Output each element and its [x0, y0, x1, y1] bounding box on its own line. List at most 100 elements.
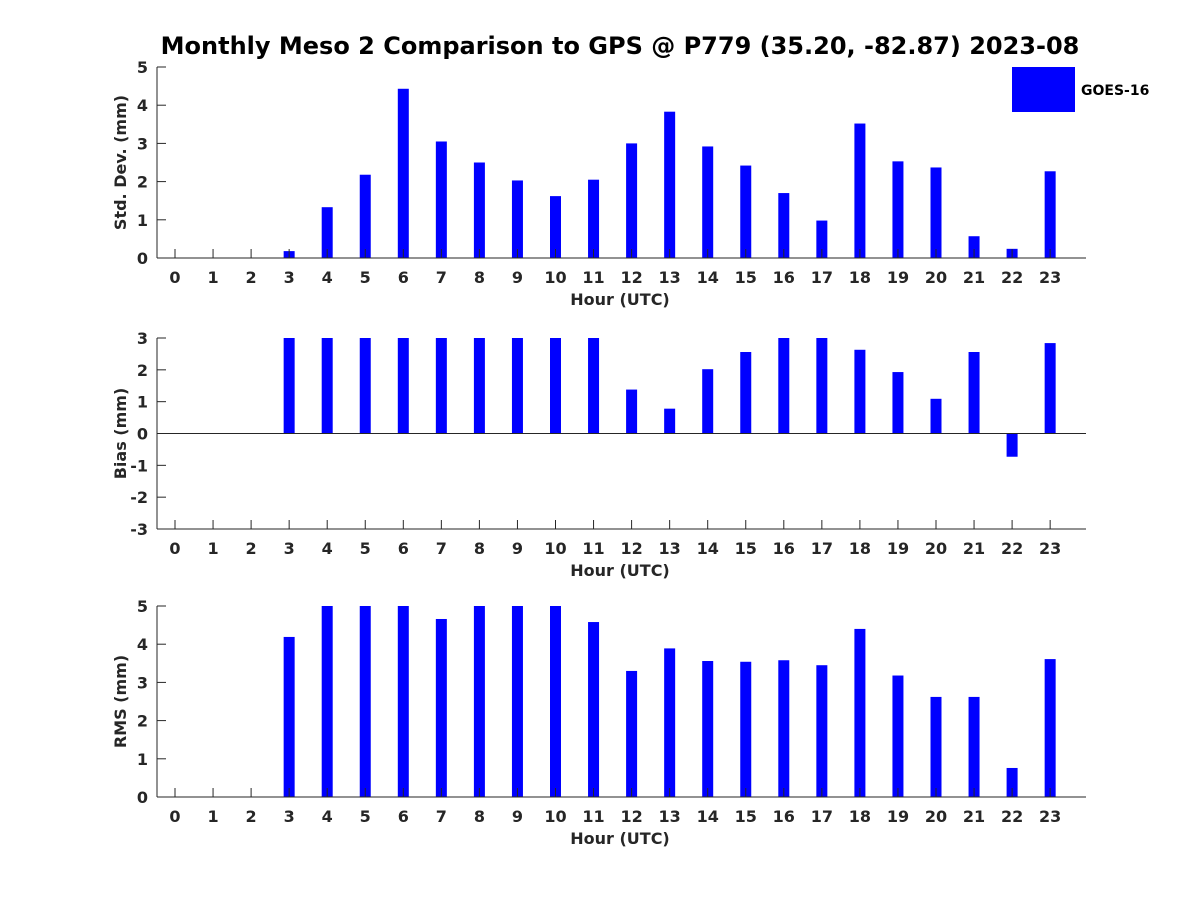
- bias-bar-hour-7: [435, 338, 447, 434]
- legend-swatch-goes-16: [1012, 67, 1075, 112]
- rms-x-tick-label: 17: [811, 807, 833, 826]
- rms-bar-hour-14: [702, 661, 714, 797]
- bias-bar-hour-18: [854, 349, 866, 434]
- rms-x-tick-label: 5: [360, 807, 371, 826]
- bias-x-tick-label: 2: [246, 539, 257, 558]
- std-dev-x-tick-label: 7: [436, 268, 447, 287]
- rms-bar-hour-13: [664, 648, 676, 797]
- rms-x-tick-label: 13: [659, 807, 681, 826]
- std-dev-bar-hour-23: [1044, 171, 1056, 258]
- std-dev-x-tick-label: 20: [925, 268, 947, 287]
- bias-x-tick-label: 10: [544, 539, 566, 558]
- rms-bar-hour-16: [778, 660, 790, 797]
- rms-bar-hour-10: [550, 606, 561, 797]
- std-dev-y-tick-label: 4: [137, 96, 148, 115]
- bias-x-tick-label: 18: [849, 539, 871, 558]
- std-dev-bar-hour-7: [435, 141, 447, 258]
- legend-label-goes-16: GOES-16: [1081, 83, 1149, 99]
- rms-x-tick-label: 16: [773, 807, 795, 826]
- bias-y-tick-label: -3: [130, 520, 148, 539]
- bias-bar-hour-11: [588, 338, 600, 434]
- bias-bar-hour-20: [930, 398, 942, 434]
- bias-bar-hour-10: [550, 338, 561, 434]
- rms-bar-hour-21: [968, 696, 980, 797]
- rms-x-tick-label: 6: [398, 807, 409, 826]
- std-dev-x-tick-label: 1: [207, 268, 218, 287]
- bias-bar-hour-15: [740, 352, 752, 434]
- std-dev-x-tick-label: 13: [659, 268, 681, 287]
- std-dev-x-tick-label: 16: [773, 268, 795, 287]
- std-dev-x-tick-label: 11: [582, 268, 604, 287]
- bias-x-tick-label: 14: [697, 539, 719, 558]
- bias-y-axis-label: Bias (mm): [111, 388, 130, 480]
- bias-x-axis-label: Hour (UTC): [570, 561, 670, 580]
- std-dev-x-tick-label: 23: [1039, 268, 1061, 287]
- rms-y-tick-label: 2: [137, 712, 148, 731]
- rms-bar-hour-7: [435, 618, 447, 797]
- std-dev-x-tick-label: 8: [474, 268, 485, 287]
- bias-x-tick-label: 22: [1001, 539, 1023, 558]
- rms-bar-hour-23: [1044, 659, 1056, 797]
- bias-x-tick-label: 4: [322, 539, 333, 558]
- std-dev-y-axis-label: Std. Dev. (mm): [111, 95, 130, 230]
- std-dev-bar-hour-8: [473, 162, 485, 258]
- std-dev-x-tick-label: 10: [544, 268, 566, 287]
- std-dev-bar-hour-12: [626, 143, 638, 258]
- std-dev-x-tick-label: 15: [735, 268, 757, 287]
- bias-bar-hour-13: [664, 408, 676, 434]
- std-dev-bar-hour-4: [321, 207, 333, 258]
- rms-y-tick-label: 0: [137, 788, 148, 807]
- std-dev-x-tick-label: 9: [512, 268, 523, 287]
- std-dev-bar-hour-16: [778, 193, 790, 258]
- rms-bar-hour-20: [930, 696, 942, 797]
- bias-bar-hour-12: [626, 389, 638, 434]
- legend: GOES-16: [1012, 67, 1149, 112]
- bias-y-tick-label: 3: [137, 329, 148, 348]
- std-dev-x-tick-label: 2: [246, 268, 257, 287]
- rms-bar-hour-19: [892, 675, 904, 797]
- rms-bar-hour-3: [283, 636, 295, 797]
- bias-y-tick-label: 1: [137, 393, 148, 412]
- std-dev-bar-hour-19: [892, 161, 904, 258]
- bias-x-tick-label: 11: [582, 539, 604, 558]
- std-dev-x-tick-label: 19: [887, 268, 909, 287]
- rms-x-tick-label: 1: [207, 807, 218, 826]
- std-dev-bar-hour-20: [930, 167, 942, 258]
- rms-x-tick-label: 12: [620, 807, 642, 826]
- rms-x-tick-label: 0: [169, 807, 180, 826]
- std-dev-x-tick-label: 6: [398, 268, 409, 287]
- bias-x-tick-label: 19: [887, 539, 909, 558]
- rms-x-tick-label: 21: [963, 807, 985, 826]
- rms-x-tick-label: 11: [582, 807, 604, 826]
- std-dev-y-tick-label: 2: [137, 173, 148, 192]
- rms-x-tick-label: 18: [849, 807, 871, 826]
- std-dev-x-tick-label: 3: [284, 268, 295, 287]
- std-dev-bar-hour-6: [397, 88, 409, 258]
- std-dev-x-tick-label: 4: [322, 268, 333, 287]
- bias-x-tick-label: 20: [925, 539, 947, 558]
- bias-bar-hour-19: [892, 372, 904, 434]
- bias-x-tick-label: 8: [474, 539, 485, 558]
- bias-x-tick-label: 1: [207, 539, 218, 558]
- std-dev-x-tick-label: 5: [360, 268, 371, 287]
- rms-bar-hour-17: [816, 665, 828, 797]
- bias-y-tick-label: 0: [137, 425, 148, 444]
- std-dev-x-tick-label: 22: [1001, 268, 1023, 287]
- rms-x-tick-label: 20: [925, 807, 947, 826]
- bias-bar-hour-6: [397, 338, 409, 434]
- std-dev-x-tick-label: 0: [169, 268, 180, 287]
- bias-bar-hour-4: [321, 338, 333, 434]
- bias-bar-hour-17: [816, 338, 828, 434]
- rms-bar-hour-11: [588, 622, 600, 797]
- rms-bar-hour-12: [626, 670, 638, 797]
- rms-x-tick-label: 3: [284, 807, 295, 826]
- std-dev-bar-hour-9: [511, 180, 523, 258]
- bias-x-tick-label: 13: [659, 539, 681, 558]
- rms-bar-hour-9: [511, 606, 523, 797]
- bias-x-tick-label: 6: [398, 539, 409, 558]
- std-dev-x-tick-label: 12: [620, 268, 642, 287]
- rms-bar-hour-4: [321, 606, 333, 797]
